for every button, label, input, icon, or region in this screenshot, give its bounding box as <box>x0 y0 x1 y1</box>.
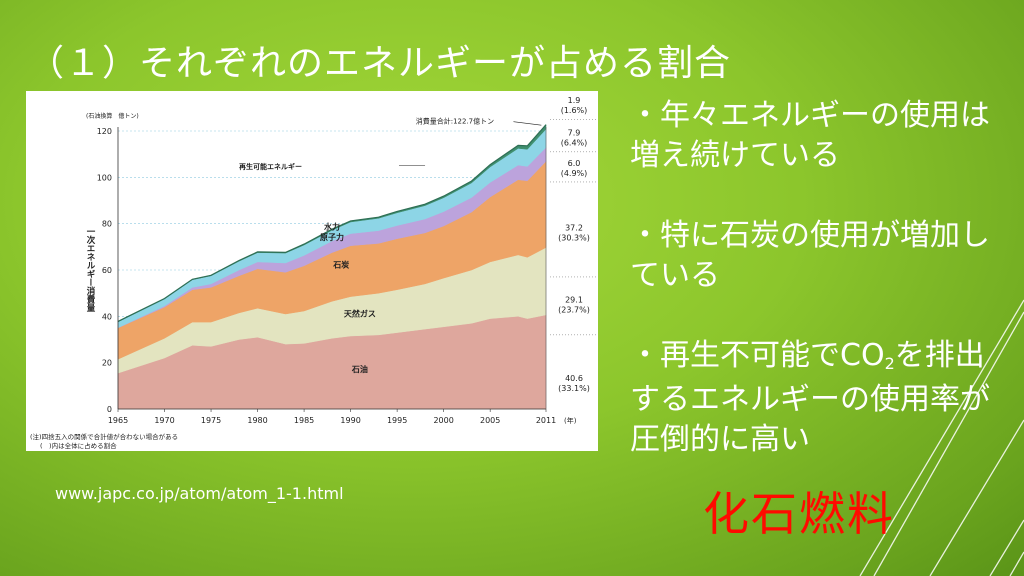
x-axis-unit: (年) <box>564 416 577 425</box>
bullet-item-usage-increasing: ・年々エネルギーの使用は増え続けている <box>630 98 990 173</box>
energy-chart-svg: 0 20 40 60 80 100 120 1965 1970 1975 1980 1985 1990 1… <box>30 96 596 450</box>
bullet-item-fossil-share: ・再生不可能でCO2を排出するエネルギーの使用率が圧倒的に高い <box>630 336 1010 460</box>
unit-label: (石油換算 億トン) <box>86 112 139 120</box>
right-value-label: 37.2 <box>565 224 583 233</box>
y-tick-label: 40 <box>102 312 112 321</box>
chart-note: (注)四捨五入の関係で合計値が合わない場合がある <box>30 432 178 441</box>
right-share-label: (6.4%) <box>561 139 588 148</box>
x-tick-label: 2005 <box>480 416 500 425</box>
y-tick-label: 0 <box>107 405 112 414</box>
x-tick-label: 1985 <box>294 416 314 425</box>
x-tick-label: 1965 <box>108 416 128 425</box>
conclusion-text: 化石燃料 <box>703 487 895 541</box>
y-tick-label: 80 <box>102 220 112 229</box>
x-tick-label: 2011 <box>536 416 556 425</box>
slide-title: （１）それぞれのエネルギーが占める割合 <box>28 43 732 84</box>
bullet-item-coal-increasing: ・特に石炭の使用が増加している <box>630 218 990 293</box>
right-value-label: 1.9 <box>568 96 581 105</box>
bullet-list: ・年々エネルギーの使用は増え続けている ・特に石炭の使用が増加している ・再生不… <box>630 96 1010 460</box>
energy-chart: 0 20 40 60 80 100 120 1965 1970 1975 1980 1985 1990 1… <box>26 91 598 451</box>
total-label: 消費量合計:122.7億トン <box>416 117 494 126</box>
right-share-label: (4.9%) <box>561 169 588 178</box>
y-axis-label: 一次エネルギー消費量 <box>85 227 96 313</box>
x-tick-label: 1990 <box>340 416 360 425</box>
series-label: 天然ガス <box>344 308 376 318</box>
series-label: 原子力 <box>320 232 344 242</box>
y-tick-label: 20 <box>102 359 112 368</box>
bullet-text-part: を排出するエネルギーの使用率が圧倒的に高い <box>630 338 990 457</box>
y-tick-label: 60 <box>102 266 112 275</box>
series-label: 石油 <box>351 364 368 374</box>
subscript-two: 2 <box>884 354 895 373</box>
x-tick-label: 1970 <box>154 416 174 425</box>
y-tick-label: 100 <box>97 173 112 182</box>
series-label: 水力 <box>323 221 340 231</box>
right-share-label: (1.6%) <box>561 106 588 115</box>
right-share-label: (23.7%) <box>558 305 590 314</box>
source-url: www.japc.co.jp/atom/atom_1-1.html <box>55 484 344 503</box>
right-value-label: 7.9 <box>568 129 581 138</box>
bullet-text-part: ・再生不可能でCO <box>630 338 885 373</box>
deco-line <box>1009 551 1024 576</box>
x-tick-label: 1995 <box>387 416 407 425</box>
right-value-label: 29.1 <box>565 295 583 304</box>
series-label: 石炭 <box>332 260 349 270</box>
right-value-label: 40.6 <box>565 374 583 383</box>
x-tick-label: 1980 <box>247 416 267 425</box>
deco-line <box>989 519 1024 576</box>
y-tick-label: 120 <box>97 127 112 136</box>
total-arrow <box>513 121 542 126</box>
right-share-label: (33.1%) <box>558 384 590 393</box>
right-value-label: 6.0 <box>568 159 581 168</box>
x-tick-label: 1975 <box>201 416 221 425</box>
series-label: 再生可能エネルギー <box>239 162 302 171</box>
chart-note: ( )内は全体に占める割合 <box>40 441 117 450</box>
total-line <box>117 124 547 322</box>
x-tick-label: 2000 <box>433 416 453 425</box>
right-share-label: (30.3%) <box>558 234 590 243</box>
